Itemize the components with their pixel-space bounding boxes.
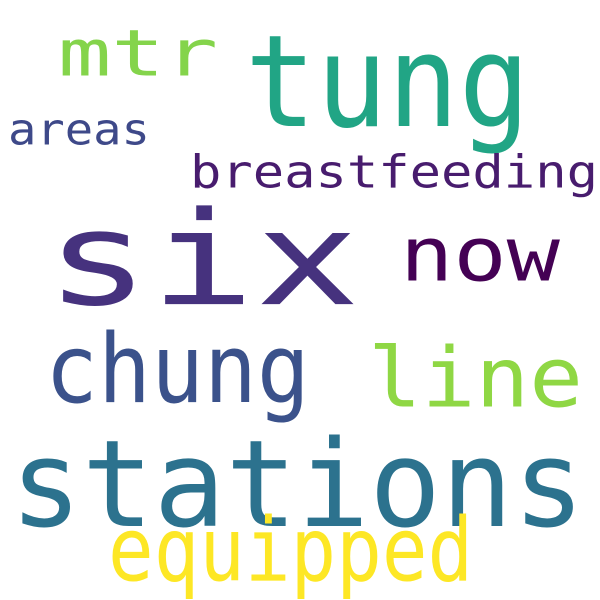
word-mtr: mtr [58,16,218,91]
word-equipped: equipped [108,499,474,600]
word-six: six [45,184,361,336]
word-chung: chung [45,313,310,425]
word-now: now [400,211,560,299]
word-tung: tung [245,7,530,157]
word-areas: areas [8,103,150,155]
word-line: line [368,329,583,427]
word-stations: stations [10,414,585,555]
word-breastfeeding: breastfeeding [190,146,598,199]
